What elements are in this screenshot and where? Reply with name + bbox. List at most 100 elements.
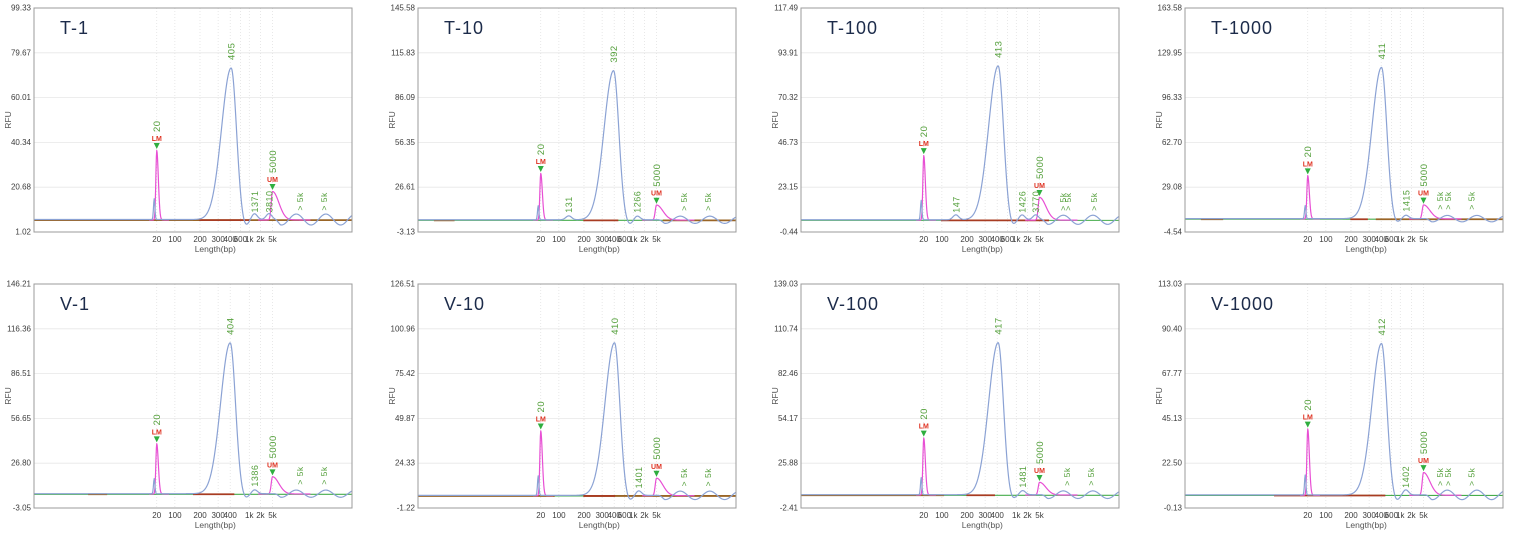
x-tick-label: 100 [168, 511, 182, 520]
upper-marker-tag: UM [651, 191, 662, 198]
x-axis-label: Length(bp) [578, 244, 619, 254]
sample-trace [417, 342, 736, 501]
main-peak-label: 404 [226, 317, 237, 334]
x-axis-label: Length(bp) [195, 520, 236, 530]
minor-peak-label: 1401 [634, 466, 644, 488]
lower-marker-tag: LM [1302, 415, 1312, 422]
gt5k-label: > 5k [1442, 467, 1452, 486]
marker-arrow-icon [269, 184, 276, 191]
y-tick-label: 116.36 [7, 324, 31, 333]
upper-marker-size-label: 5000 [1035, 156, 1046, 179]
x-tick-label: 200 [577, 511, 591, 520]
plot-border [417, 283, 736, 509]
y-tick-label: 75.42 [394, 369, 415, 378]
panel-title: V-100 [827, 294, 879, 314]
x-tick-label: 2k [1023, 511, 1032, 520]
x-tick-label: 1k [245, 511, 254, 520]
marker-trace [532, 172, 553, 221]
lower-marker-tag: LM [535, 416, 545, 423]
y-tick-label: 40.34 [11, 138, 32, 147]
y-tick-label: -4.54 [1163, 228, 1182, 237]
minor-peak-label: 131 [564, 196, 574, 213]
x-tick-label: 5k [652, 511, 661, 520]
x-axis-label: Length(bp) [962, 244, 1003, 254]
panel-title: T-10 [444, 18, 484, 38]
y-tick-label: 29.08 [1161, 183, 1182, 192]
minor-peak-label: 3770 [1031, 191, 1041, 213]
chromatogram-panel: LM 20 UM 5000 405 1371 3810 > 5k > 5k 99.33 79.67 6… [3, 4, 353, 254]
marker-arrow-icon [1036, 475, 1043, 482]
y-tick-label: -0.44 [780, 228, 799, 237]
y-tick-label: 86.51 [11, 369, 32, 378]
x-axis-label: Length(bp) [195, 244, 236, 254]
x-tick-label: 400 [224, 511, 238, 520]
marker-arrow-icon [269, 469, 276, 476]
x-tick-label: 200 [193, 511, 207, 520]
marker-arrow-icon [1420, 197, 1426, 204]
lower-marker-size-label: 20 [152, 414, 163, 426]
gt5k-label: > 5k [1434, 467, 1444, 486]
upper-marker-size-label: 5000 [1035, 441, 1046, 464]
x-tick-label: 100 [935, 511, 949, 520]
y-tick-label: 93.91 [778, 48, 799, 57]
upper-marker-size-label: 5000 [652, 164, 663, 187]
x-tick-label: 5k [1035, 235, 1044, 244]
x-tick-label: 20 [152, 511, 161, 520]
x-tick-label: 100 [552, 235, 566, 244]
y-axis-label: RFU [3, 387, 13, 404]
x-tick-label: 5k [268, 235, 277, 244]
x-tick-label: 20 [152, 235, 161, 244]
lower-marker-size-label: 20 [919, 126, 930, 138]
chromatogram-panel: LM 20 UM 5000 417 1481 > 5k > 5k 139.03 110.74 82.… [770, 280, 1120, 530]
chromatogram-cell: LM 20 UM 5000 413 147 1426 3770 > 5k > 5k > 5k 117.… [767, 0, 1151, 276]
minor-peak-label: 1481 [1018, 466, 1028, 488]
marker-arrow-icon [653, 470, 659, 477]
y-tick-label: 24.33 [394, 459, 415, 468]
x-tick-label: 2k [640, 511, 649, 520]
chromatogram-cell: LM 20 UM 5000 412 1402 > 5k > 5k > 5k 113.03 90.40… [1151, 276, 1534, 552]
marker-arrow-icon [1036, 189, 1043, 196]
x-tick-label: 400 [1374, 235, 1388, 244]
plot-border [1184, 7, 1503, 233]
y-tick-label: 90.40 [1161, 324, 1182, 333]
y-tick-label: -1.22 [396, 504, 415, 513]
panel-title: T-1000 [1211, 18, 1273, 38]
plot-border [33, 7, 353, 233]
lower-marker-tag: LM [152, 136, 162, 143]
x-tick-label: 20 [1303, 235, 1312, 244]
x-tick-label: 2k [1407, 511, 1416, 520]
minor-peak-label: 1386 [250, 465, 260, 487]
x-tick-label: 1k [1396, 235, 1405, 244]
x-tick-label: 400 [991, 235, 1005, 244]
lower-marker-size-label: 20 [919, 408, 930, 420]
x-tick-label: 20 [919, 235, 928, 244]
lower-marker-tag: LM [152, 429, 162, 436]
marker-arrow-icon [537, 423, 544, 430]
x-tick-label: 100 [168, 235, 182, 244]
x-tick-label: 2k [1407, 235, 1416, 244]
y-tick-label: 56.35 [394, 138, 415, 147]
chromatogram-panel: LM 20 UM 5000 404 1386 > 5k > 5k 146.21 116.36 86.… [3, 280, 353, 530]
y-tick-label: 79.67 [11, 48, 32, 57]
y-tick-label: 54.17 [778, 414, 799, 423]
minor-peak-label: 1426 [1018, 191, 1028, 213]
y-axis-label: RFU [770, 111, 780, 128]
y-tick-label: 146.21 [7, 280, 32, 289]
y-tick-label: -2.41 [780, 504, 799, 513]
y-tick-label: 82.46 [778, 369, 799, 378]
y-tick-label: 25.88 [778, 459, 799, 468]
marker-trace [148, 443, 170, 495]
x-tick-label: 200 [1344, 235, 1358, 244]
gt5k-label: > 5k [702, 192, 712, 211]
x-tick-label: 600 [617, 511, 631, 520]
gt5k-label: > 5k [679, 468, 689, 487]
main-peak-label: 410 [610, 317, 621, 334]
lower-marker-size-label: 20 [1303, 399, 1314, 411]
x-axis-label: Length(bp) [1345, 520, 1386, 530]
plot-border [1184, 283, 1503, 509]
marker-trace [1299, 428, 1320, 496]
